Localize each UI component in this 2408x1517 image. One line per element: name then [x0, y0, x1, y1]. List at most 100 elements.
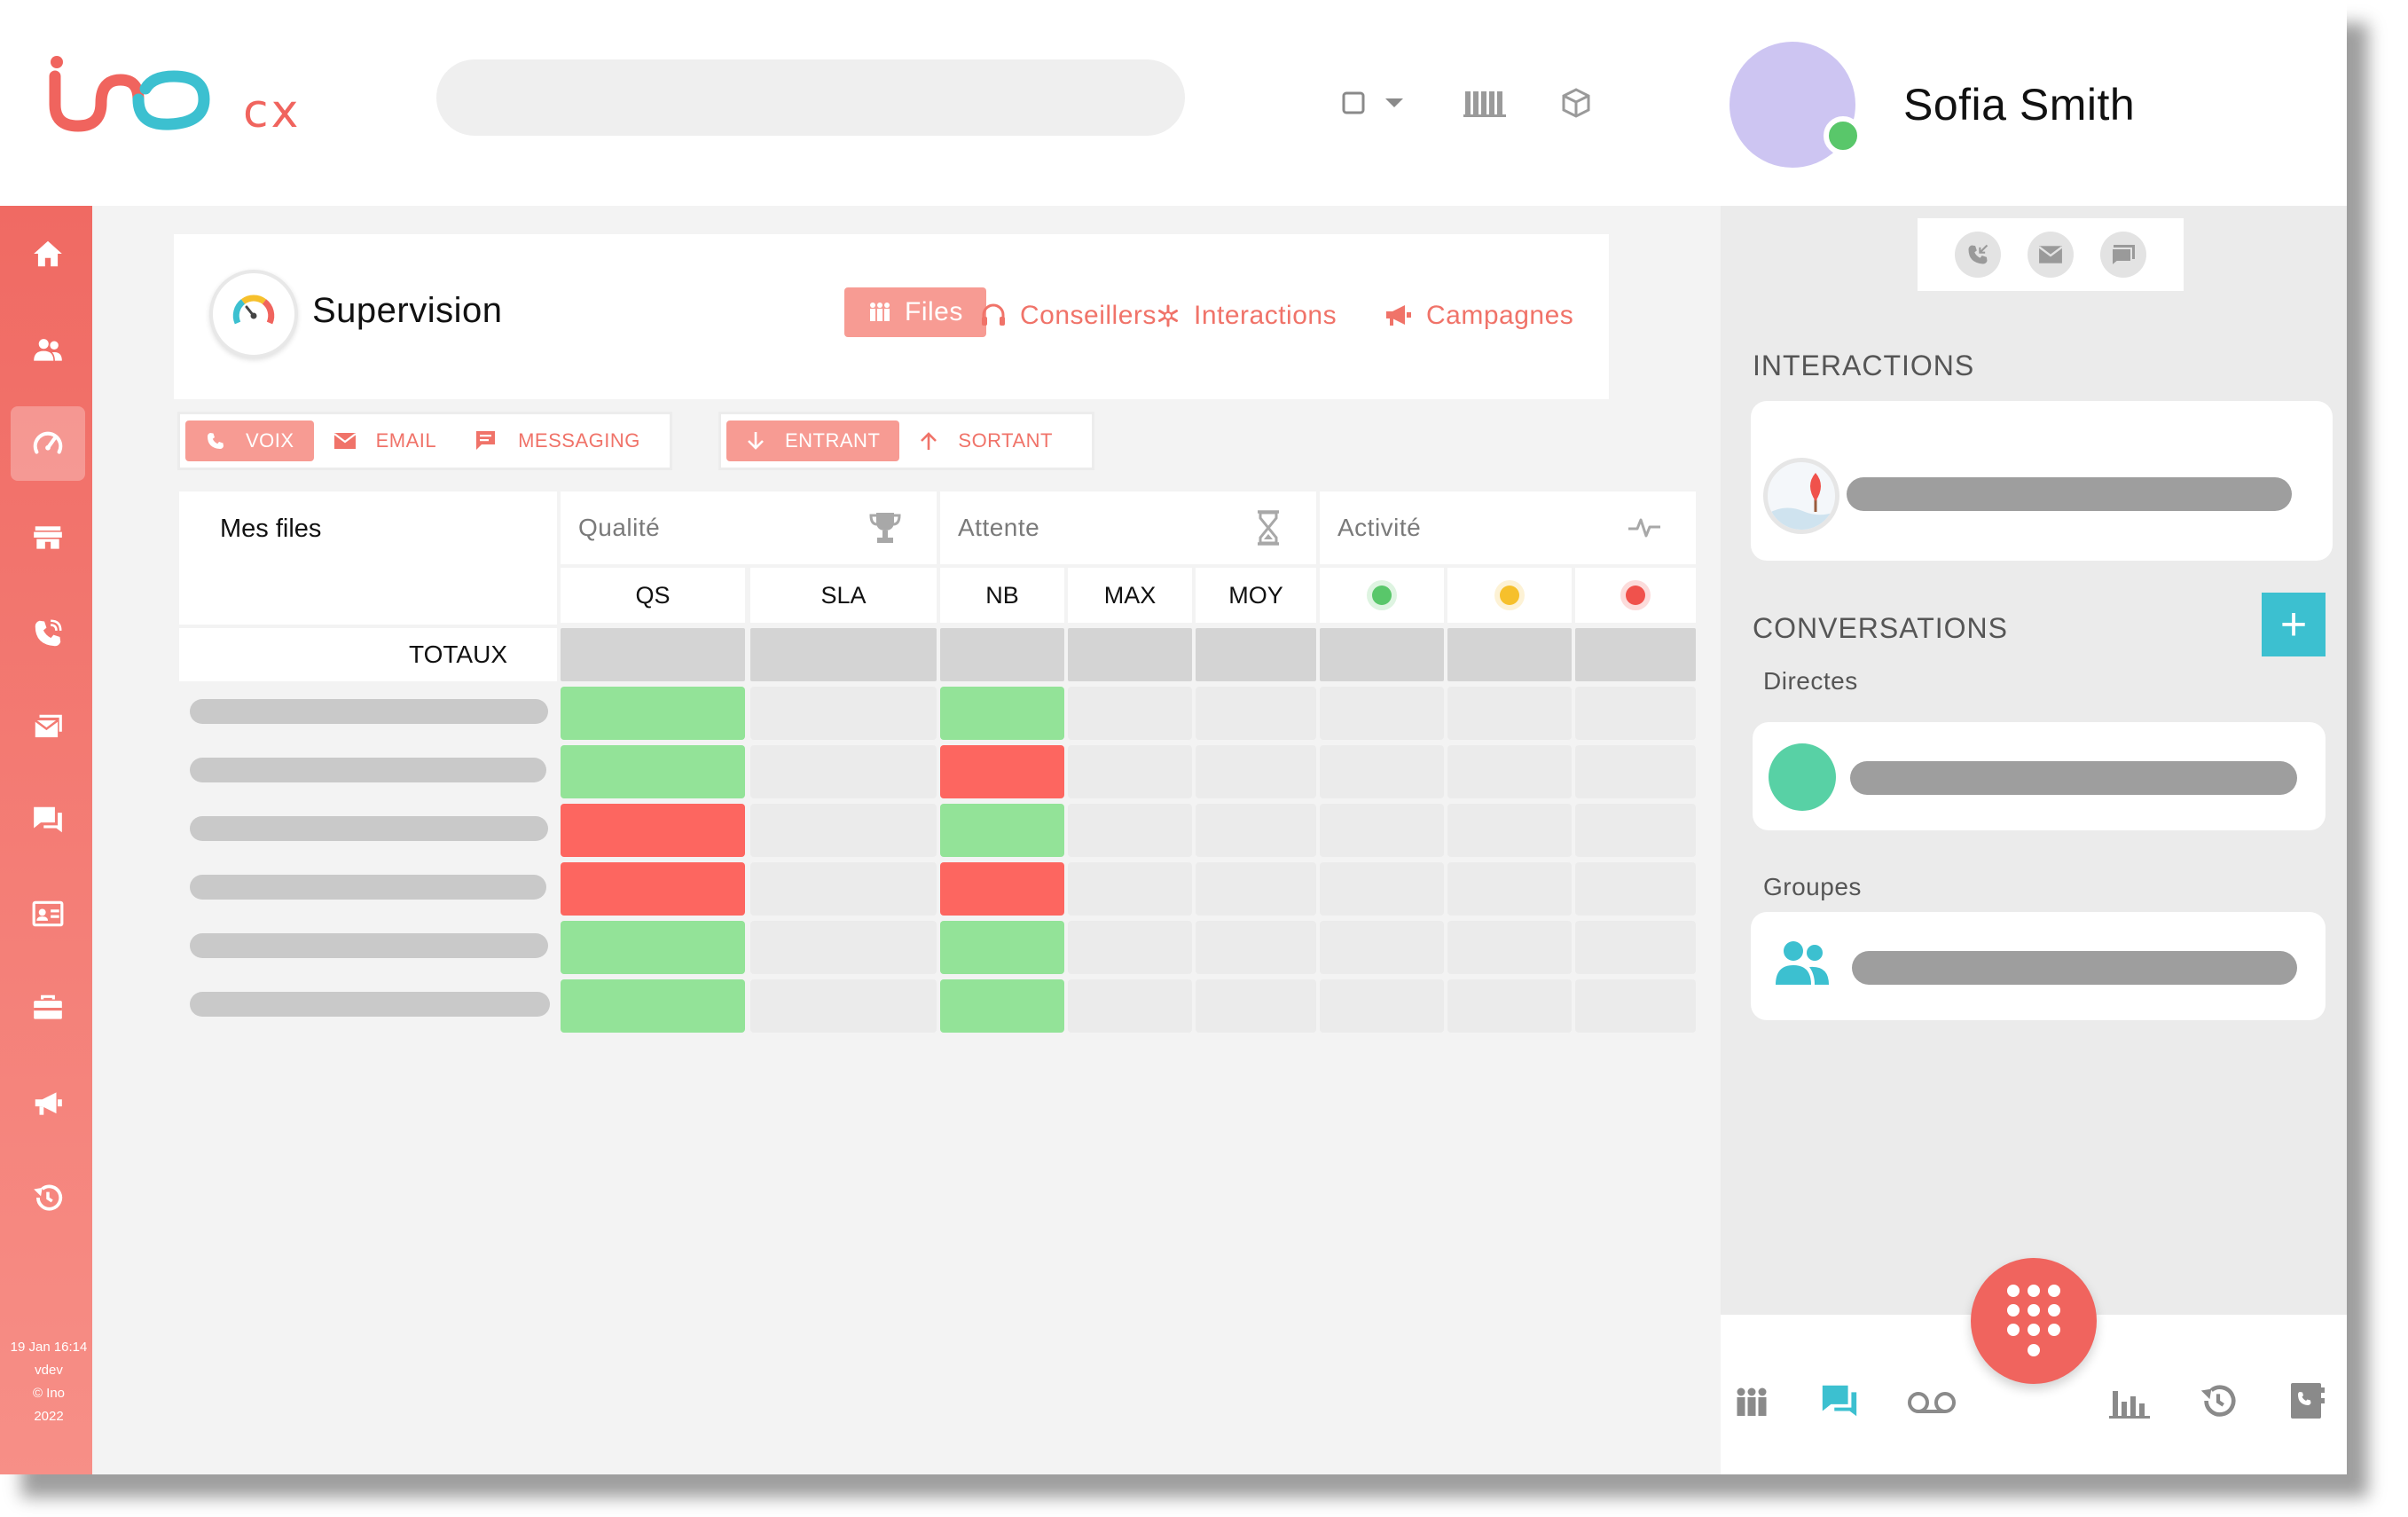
supervision-gauge-icon [209, 270, 298, 358]
sidebar-item-supervision[interactable] [11, 406, 85, 481]
phone-icon [208, 433, 224, 449]
filter-voix[interactable]: VOIX [185, 421, 314, 461]
sidebar-item-chat[interactable] [11, 782, 85, 857]
table-cell-a1 [1320, 687, 1444, 740]
totals-cell [1320, 628, 1444, 681]
arrow-down-icon [748, 432, 764, 450]
table-cell-sla [750, 862, 937, 916]
footer-date: 19 Jan 16:14 [10, 1340, 88, 1355]
avatar[interactable] [1730, 42, 1863, 168]
dialpad-button[interactable] [1971, 1258, 2097, 1384]
address-book-nav-button[interactable] [2288, 1380, 2326, 1426]
filter-messaging[interactable]: MESSAGING [456, 421, 660, 461]
col-header-nb[interactable]: NB [940, 568, 1064, 623]
cube-icon[interactable] [1561, 88, 1591, 118]
sidebar-item-home[interactable] [11, 216, 85, 291]
table-cell-a2 [1447, 745, 1572, 798]
add-conversation-button[interactable]: + [2262, 593, 2326, 656]
table-cell-moy [1196, 921, 1316, 974]
tab-campagnes[interactable]: Campagnes [1384, 291, 1573, 341]
arrow-up-icon [921, 432, 937, 450]
direct-conversation-card[interactable] [1753, 722, 2326, 830]
chat-icon [476, 431, 496, 450]
sidebar-item-history[interactable] [11, 1160, 85, 1235]
chat-icon [34, 806, 62, 833]
table-cell-a1 [1320, 745, 1444, 798]
filter-entrant-label: ENTRANT [785, 429, 881, 452]
chat-icon [2111, 245, 2135, 267]
chevron-down-icon[interactable] [1384, 97, 1405, 109]
directes-label: Directes [1763, 667, 1858, 695]
totals-cell [1196, 628, 1316, 681]
chat-nav-button[interactable] [1818, 1380, 1861, 1426]
presence-online-badge [1824, 116, 1863, 155]
filter-messaging-label: MESSAGING [518, 429, 640, 452]
group-conversation-card[interactable] [1751, 912, 2326, 1020]
col-header-max[interactable]: MAX [1068, 568, 1192, 623]
tab-conseillers[interactable]: Conseillers [979, 291, 1157, 341]
bar-chart-icon [2109, 1391, 2150, 1419]
table-cell-a1 [1320, 921, 1444, 974]
sidebar-item-toolbox[interactable] [11, 971, 85, 1045]
col-header-activity-yellow[interactable] [1447, 568, 1572, 623]
phone-icon [35, 619, 62, 647]
top-header: cx Sofia Smith [0, 0, 2347, 206]
table-cell-nb [940, 804, 1064, 857]
sidebar-item-campaigns[interactable] [11, 1066, 85, 1141]
search-input[interactable] [436, 59, 1185, 136]
queue-name-placeholder [190, 933, 548, 958]
queue-name-placeholder [190, 758, 546, 782]
filter-sortant-label: SORTANT [958, 429, 1053, 452]
totals-cell [1447, 628, 1572, 681]
user-profile[interactable]: Sofia Smith [1730, 39, 2135, 170]
sidebar-item-contacts[interactable] [11, 876, 85, 951]
tab-files-label: Files [905, 297, 963, 326]
logo-text: cx [243, 85, 302, 138]
voicemail-nav-button[interactable] [1907, 1389, 1957, 1420]
table-cell-a3 [1575, 979, 1696, 1033]
table-cell-moy [1196, 745, 1316, 798]
interaction-card[interactable] [1751, 401, 2333, 561]
team-nav-button[interactable] [1733, 1384, 1770, 1426]
table-cell-max [1068, 687, 1192, 740]
filter-sortant[interactable]: SORTANT [899, 421, 1072, 461]
row-header-label: Mes files [220, 515, 322, 543]
sidebar-item-store[interactable] [11, 500, 85, 575]
tab-files[interactable]: Files [844, 287, 986, 337]
col-header-moy[interactable]: MOY [1196, 568, 1316, 623]
contact-avatar [1769, 743, 1836, 811]
app-window: cx Sofia Smith [0, 0, 2347, 1474]
sidebar-item-users[interactable] [11, 312, 85, 387]
status-checkbox[interactable] [1341, 90, 1366, 115]
filter-email[interactable]: EMAIL [314, 421, 457, 461]
totals-cell [1068, 628, 1192, 681]
table-cell-a1 [1320, 804, 1444, 857]
col-header-activity-red[interactable] [1575, 568, 1696, 623]
sidebar-footer: 19 Jan 16:14 vdev © Ino 2022 [0, 1336, 98, 1428]
sidebar-item-mail[interactable] [11, 690, 85, 765]
col-header-qs[interactable]: QS [561, 568, 745, 623]
history-nav-button[interactable] [2198, 1380, 2239, 1426]
status-dot-green [1372, 586, 1392, 605]
table-cell-max [1068, 979, 1192, 1033]
stats-nav-button[interactable] [2109, 1384, 2150, 1424]
mail-channel-button[interactable] [2028, 232, 2074, 278]
col-header-activity-green[interactable] [1320, 568, 1444, 623]
table-cell-a1 [1320, 862, 1444, 916]
tab-interactions[interactable]: Interactions [1155, 291, 1337, 341]
tab-interactions-label: Interactions [1194, 301, 1337, 330]
table-cell-a2 [1447, 862, 1572, 916]
table-cell-qs [561, 862, 745, 916]
missed-call-button[interactable] [1955, 232, 2001, 278]
col-header-sla[interactable]: SLA [750, 568, 937, 623]
library-icon[interactable] [1463, 88, 1506, 118]
chat-channel-button[interactable] [2100, 232, 2146, 278]
table-cell-max [1068, 921, 1192, 974]
sidebar-item-calls[interactable] [11, 596, 85, 671]
filter-entrant[interactable]: ENTRANT [726, 421, 900, 461]
tab-conseillers-label: Conseillers [1020, 301, 1157, 330]
status-dot-yellow [1500, 586, 1519, 605]
table-cell-moy [1196, 979, 1316, 1033]
megaphone-icon [35, 1092, 62, 1115]
group-qualite-label: Qualité [578, 514, 661, 541]
